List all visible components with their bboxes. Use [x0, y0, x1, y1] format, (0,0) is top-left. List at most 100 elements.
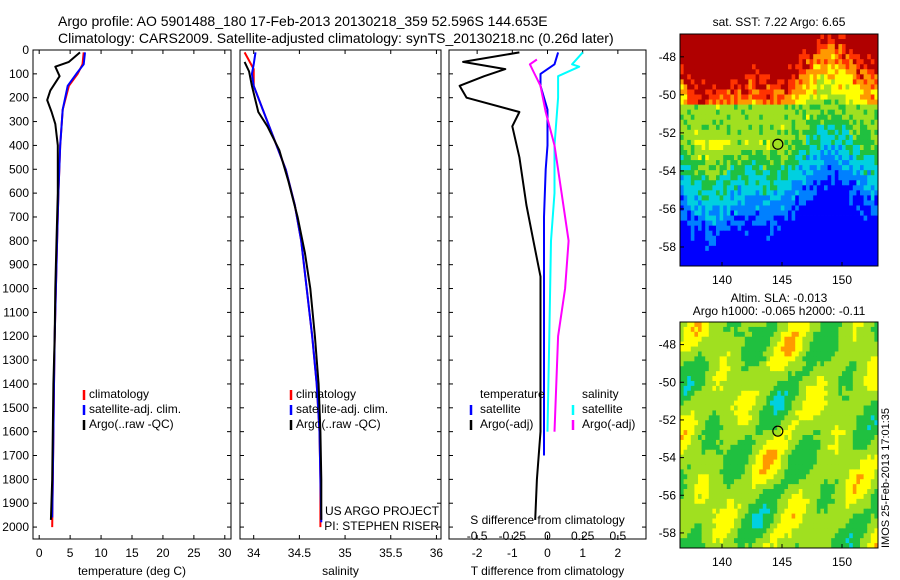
sla-map-cell: [845, 395, 850, 402]
sla-map-cell: [874, 439, 879, 446]
sst-map-cell: [712, 94, 717, 100]
sst-map-cell: [680, 104, 684, 111]
sst-map-cell: [863, 104, 868, 111]
sla-map-cell: [809, 498, 814, 505]
sst-map-cell: [856, 205, 861, 211]
sst-map-cell: [698, 134, 702, 141]
sla-map-cell: [755, 410, 760, 416]
sla-map-cell: [766, 415, 771, 421]
sla-map-cell: [773, 346, 778, 352]
sst-map-cell: [860, 200, 864, 206]
sla-map-cell: [870, 405, 875, 411]
sst-map-cell: [863, 175, 868, 181]
sst-map-cell: [766, 190, 771, 196]
sst-map-cell: [698, 104, 702, 111]
sla-map-cell: [748, 361, 753, 367]
sst-map-cell: [816, 129, 821, 136]
sla-map-cell: [759, 322, 764, 328]
sla-map-cell: [791, 508, 796, 515]
sst-map-cell: [856, 49, 861, 55]
sla-map-cell: [698, 380, 702, 387]
sla-map-cell: [755, 425, 760, 431]
sst-map-cell: [694, 180, 699, 186]
sst-map-cell: [748, 104, 753, 111]
sst-map-cell: [867, 225, 872, 232]
sla-map-cell: [784, 508, 789, 515]
sla-map-cell: [867, 326, 872, 333]
sst-map-cell: [860, 220, 864, 227]
sla-map-cell: [838, 503, 843, 510]
sla-map-cell: [705, 371, 710, 377]
sst-map-cell: [730, 260, 735, 267]
sst-map-cell: [788, 170, 792, 176]
sst-map-cell: [734, 139, 738, 146]
sla-map-cell: [752, 376, 756, 382]
sla-map-cell: [831, 484, 836, 490]
sst-map-cell: [802, 59, 807, 65]
sst-map-cell: [867, 79, 872, 85]
sla-map-cell: [680, 400, 684, 406]
sst-map-cell: [849, 139, 854, 146]
sla-map-cell: [795, 449, 800, 456]
sst-map-cell: [798, 200, 803, 206]
sst-map-cell: [780, 235, 785, 242]
sla-map-cell: [820, 371, 825, 377]
sla-map-cell: [838, 454, 843, 460]
sst-map-cell: [806, 260, 810, 267]
sst-map-cell: [759, 49, 764, 55]
sla-map-cell: [726, 361, 731, 367]
sst-map-cell: [770, 69, 774, 75]
sla-map-cell: [726, 371, 731, 377]
sst-map-cell: [748, 119, 753, 126]
sst-map-cell: [798, 195, 803, 201]
sla-map-cell: [734, 376, 738, 382]
sst-map-cell: [762, 190, 767, 196]
sla-map-cell: [798, 498, 803, 505]
sla-map-cell: [730, 459, 735, 465]
sst-map-xtick-label: 140: [712, 273, 732, 287]
sst-map-cell: [798, 240, 803, 247]
sst-map-cell: [683, 44, 688, 50]
sla-map-cell: [798, 366, 803, 372]
sst-map-cell: [759, 59, 764, 65]
sst-map-cell: [809, 165, 814, 171]
sla-map-cell: [867, 459, 872, 465]
sst-map-cell: [705, 205, 710, 211]
sst-map-cell: [842, 119, 846, 126]
sst-map-cell: [680, 205, 684, 211]
sst-map-cell: [870, 170, 875, 176]
sst-map-cell: [701, 59, 706, 65]
sla-map-cell: [870, 464, 875, 470]
sla-map-cell: [741, 435, 746, 441]
sst-map-cell: [752, 64, 756, 70]
sst-map-cell: [809, 109, 814, 116]
sst-map-cell: [802, 205, 807, 211]
sla-map-cell: [809, 420, 814, 426]
sst-map-cell: [845, 255, 850, 262]
sst-map-cell: [842, 175, 846, 181]
sst-map-cell: [813, 49, 818, 55]
sla-map-cell: [795, 346, 800, 352]
sst-map-cell: [791, 250, 796, 257]
sla-map-cell: [863, 376, 868, 382]
sst-map-cell: [831, 205, 836, 211]
sst-map-cell: [791, 129, 796, 136]
sla-map-cell: [795, 400, 800, 406]
sla-map-cell: [795, 425, 800, 431]
sla-map-cell: [730, 439, 735, 446]
sla-map-cell: [730, 464, 735, 470]
sst-map-cell: [752, 155, 756, 161]
sst-map-cell: [809, 155, 814, 161]
sst-map-cell: [723, 49, 728, 55]
depth-tick-label: 1000: [2, 282, 29, 296]
sst-map-cell: [716, 240, 720, 247]
sla-map-cell: [773, 425, 778, 431]
sla-map-cell: [716, 469, 720, 475]
sla-map-cell: [723, 474, 728, 480]
sst-map-cell: [842, 185, 846, 191]
sla-map-cell: [759, 439, 764, 446]
sla-map-cell: [719, 361, 724, 367]
sla-map-cell: [719, 493, 724, 500]
sst-map-cell: [687, 144, 692, 151]
sst-map-cell: [788, 109, 792, 116]
